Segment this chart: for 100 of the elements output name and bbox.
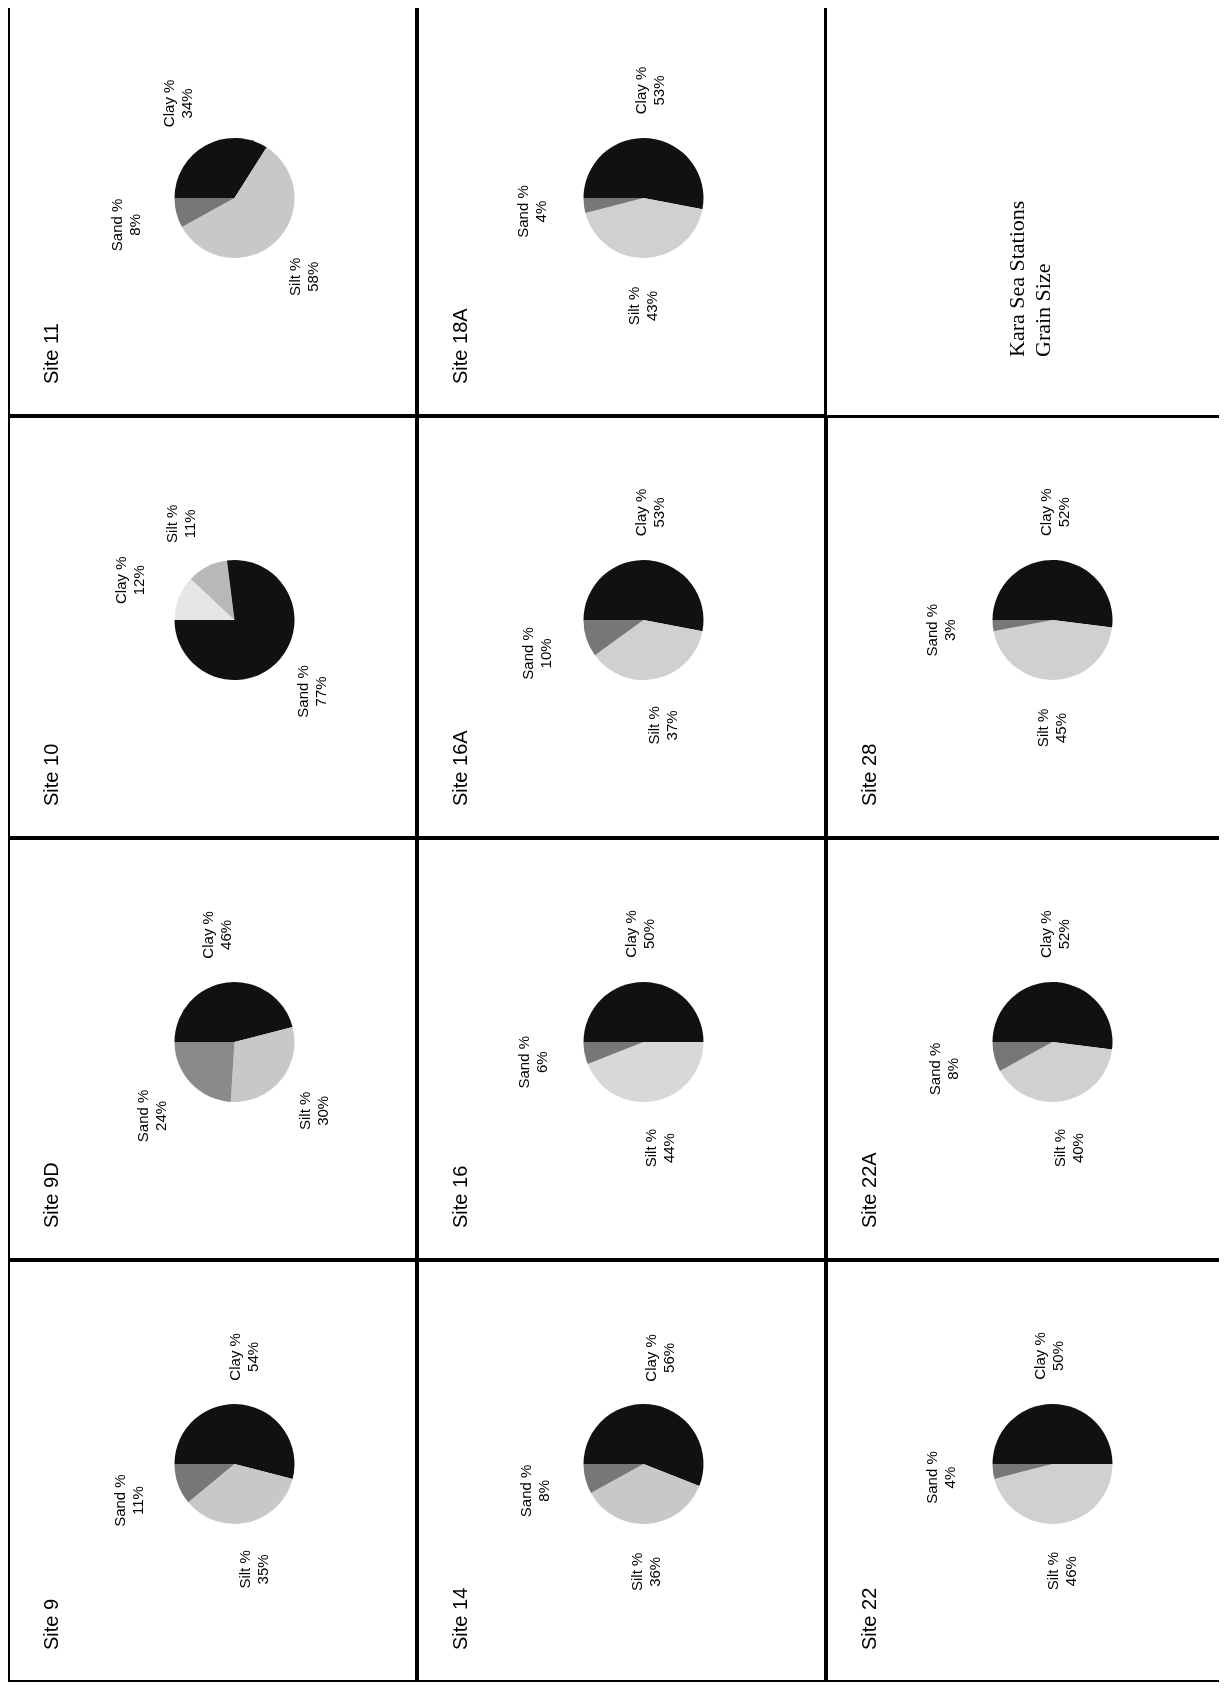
pie-slice — [992, 1042, 1053, 1071]
slice-label: Sand % — [515, 1035, 533, 1089]
data-label: 3% — [940, 619, 958, 642]
text: Kara Sea Stations — [1003, 199, 1030, 357]
text: Site 10 — [40, 743, 63, 806]
pie-slice — [583, 982, 704, 1042]
slice-label: Sand % — [514, 185, 532, 238]
pie-slice — [583, 620, 644, 656]
data-label: 10% — [536, 638, 554, 669]
pie-slice — [583, 1042, 644, 1065]
pie-slice — [583, 1464, 644, 1493]
data-label: 53% — [649, 75, 667, 106]
data-label: 8% — [943, 1058, 961, 1080]
pie-slice — [992, 1404, 1113, 1464]
slice-label: Sand % — [133, 1089, 151, 1143]
pie-slice — [583, 560, 704, 632]
slice-label: Silt % — [641, 1128, 659, 1168]
slice-label: Clay % — [631, 488, 649, 537]
data-label: 34% — [178, 88, 196, 119]
text: Grain Size — [1029, 262, 1056, 357]
pie-slice — [993, 620, 1113, 680]
data-label: 46% — [1062, 1556, 1080, 1587]
text: Site 16A — [449, 730, 472, 806]
pie-slice — [188, 1464, 293, 1524]
data-label: 52% — [1055, 497, 1073, 528]
pie-slice — [174, 560, 295, 680]
slice-label: Silt % — [1050, 1128, 1068, 1168]
slice-label: Silt % — [236, 1550, 254, 1589]
text: Site 11 — [40, 323, 63, 384]
pie-slice — [992, 982, 1113, 1050]
pie-slice — [174, 1404, 295, 1479]
data-label: 36% — [646, 1556, 664, 1587]
slice-label: Sand % — [516, 1464, 534, 1518]
text: Site 14 — [449, 1587, 472, 1650]
slice-label: Silt % — [645, 706, 663, 745]
data-label: 4% — [941, 1466, 959, 1489]
data-label: 8% — [125, 214, 143, 236]
data-label: 50% — [639, 918, 657, 950]
data-label: 52% — [1055, 919, 1073, 950]
data-label: 8% — [534, 1480, 552, 1502]
text: Site 9D — [40, 1162, 63, 1228]
pie-slice — [174, 578, 235, 620]
pie-slice — [992, 560, 1113, 628]
data-label: 12% — [130, 565, 148, 596]
slice-label: Clay % — [641, 1334, 659, 1382]
text: Site 22A — [858, 1152, 881, 1228]
text: Site 28 — [858, 743, 881, 806]
data-label: 11% — [181, 509, 199, 539]
slice-label: Clay % — [1030, 1332, 1048, 1380]
slice-label: Clay % — [198, 911, 216, 959]
data-label: 53% — [649, 497, 667, 528]
slice-label: Clay % — [631, 66, 649, 115]
pie-slice — [590, 1464, 700, 1524]
slice-label: Sand % — [107, 198, 125, 252]
data-label: 11% — [128, 1486, 146, 1516]
slice-label: Clay % — [226, 1333, 244, 1381]
slice-label: Clay % — [1037, 910, 1055, 958]
pie-slice — [999, 1042, 1113, 1102]
slice-label: Sand % — [923, 1451, 941, 1504]
pie-slice — [174, 198, 235, 227]
slice-label: Clay % — [1037, 488, 1055, 536]
slice-label: Silt % — [286, 257, 304, 296]
slice-label: Sand % — [293, 665, 311, 718]
slice-label: Silt % — [1033, 708, 1051, 748]
text: Site 22 — [858, 1587, 881, 1650]
slice-label: Sand % — [518, 627, 536, 680]
data-label: 35% — [254, 1554, 272, 1585]
pie-slice — [174, 1464, 235, 1503]
data-label: 58% — [304, 261, 322, 292]
text: Site 18A — [449, 308, 472, 384]
data-label: 45% — [1051, 712, 1069, 743]
text: Site 9 — [40, 1598, 63, 1650]
pie-slice — [583, 1404, 704, 1487]
data-label: 54% — [244, 1341, 262, 1372]
data-label: 43% — [642, 290, 660, 321]
data-label: 37% — [663, 710, 681, 741]
pie-slice — [190, 560, 235, 620]
pie-slice — [174, 138, 267, 198]
data-label: 56% — [659, 1342, 677, 1373]
slice-label: Sand % — [925, 1042, 943, 1096]
slice-label: Silt % — [295, 1091, 313, 1131]
pie-slice — [994, 1464, 1113, 1524]
pie-slice — [181, 147, 295, 258]
slice-label: Clay % — [112, 556, 130, 604]
pie-slice — [587, 1042, 704, 1102]
data-label: 24% — [151, 1100, 169, 1131]
slice-label: Silt % — [624, 286, 642, 326]
pie-slice — [583, 138, 704, 210]
data-label: 46% — [216, 919, 234, 950]
text: Site 16 — [449, 1165, 472, 1228]
pie-slice — [230, 1027, 295, 1102]
slice-label: Clay % — [621, 910, 639, 958]
slice-label: Silt % — [1044, 1551, 1062, 1591]
pie-slice — [992, 620, 1053, 632]
slice-label: Silt % — [163, 504, 181, 543]
pie-slice — [583, 198, 644, 213]
slice-label: Sand % — [110, 1474, 128, 1527]
data-label: 77% — [311, 676, 329, 707]
data-label: 4% — [532, 200, 550, 223]
data-label: 40% — [1068, 1133, 1086, 1164]
